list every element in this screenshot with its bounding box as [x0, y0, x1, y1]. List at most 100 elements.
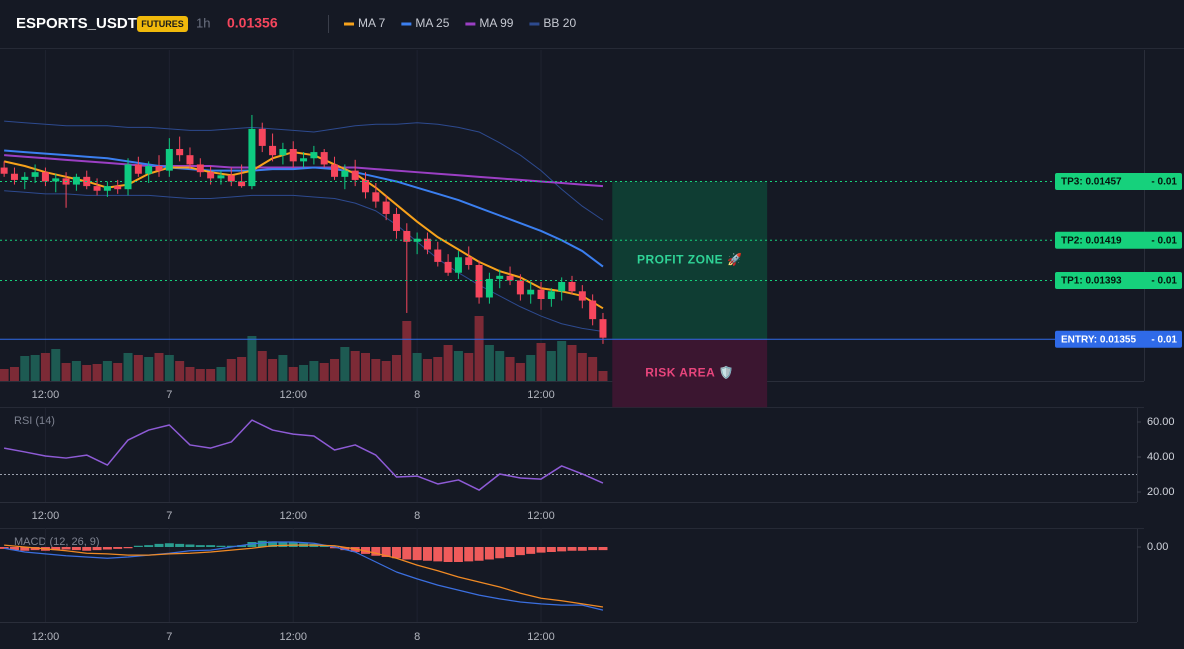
macd-bar [237, 545, 247, 547]
candle-body [72, 176, 80, 185]
candle-body [52, 178, 60, 182]
x-tick-label: 7 [166, 510, 172, 522]
candle-body [258, 128, 266, 146]
candle-body [506, 275, 514, 281]
candle-body [41, 172, 49, 182]
price-label-bg [1055, 271, 1182, 289]
candle-body [320, 152, 328, 165]
x-tick-label: 12:00 [32, 389, 60, 401]
macd-bar [505, 547, 515, 557]
candle-body [413, 238, 421, 242]
volume-bar [40, 353, 50, 381]
candle-body [537, 289, 545, 300]
candle-body [382, 201, 390, 214]
x-tick-label: 12:00 [32, 631, 60, 643]
x-tick-label: 12:00 [32, 510, 60, 522]
price-label: TP2: 0.01419 [1061, 235, 1122, 246]
x-tick-label: 12:00 [279, 389, 307, 401]
volume-bar [226, 359, 236, 381]
volume-bar [113, 363, 123, 381]
volume-bar [453, 351, 463, 381]
macd-bar [195, 545, 205, 547]
candle-body [155, 166, 163, 171]
candle-body [434, 249, 442, 262]
volume-bar [133, 355, 143, 381]
macd-bar [588, 547, 598, 551]
volume-bar [299, 365, 309, 381]
volume-bar [268, 359, 278, 381]
candle-body [578, 291, 586, 301]
volume-bar [464, 353, 474, 381]
candle-body [403, 230, 411, 242]
volume-bar [195, 369, 205, 381]
volume-bar [20, 356, 30, 381]
candle-body [351, 170, 359, 180]
candle-body [227, 175, 235, 182]
volume-bar [71, 361, 81, 381]
macd-bar [453, 547, 463, 562]
candle-body [289, 148, 297, 162]
candle-body [372, 192, 380, 202]
candle-body [589, 300, 597, 320]
candle-body [310, 152, 318, 159]
macd-bar [536, 547, 546, 553]
candle-body [238, 181, 246, 187]
candle-body [454, 257, 462, 273]
price-qty: - 0.01 [1151, 334, 1177, 345]
macd-bar [268, 541, 278, 547]
volume-bar [371, 359, 381, 381]
candle-body [124, 164, 132, 190]
symbol: ESPORTS_USDT [16, 15, 137, 32]
macd-bar [247, 542, 257, 547]
candle-body [0, 167, 8, 174]
candle-body [362, 179, 370, 193]
volume-bar [557, 341, 567, 381]
candle-body [134, 164, 142, 174]
legend-label: MA 7 [358, 16, 386, 30]
x-tick-label: 8 [414, 510, 420, 522]
x-tick-label: 12:00 [279, 631, 307, 643]
volume-bar [474, 316, 484, 381]
moving-average [4, 149, 604, 268]
candle-body [21, 176, 29, 180]
macd-bar [484, 547, 494, 560]
macd-bar [381, 547, 391, 557]
candle-body [516, 280, 524, 295]
macd-bar [226, 545, 236, 547]
interval: 1h [196, 15, 210, 30]
legend-label: MA 25 [415, 16, 449, 30]
candle-body [217, 175, 225, 179]
macd-bar [113, 547, 123, 549]
x-tick-label: 12:00 [527, 631, 555, 643]
volume-bar [206, 369, 216, 381]
candle-body [186, 155, 194, 165]
volume-bar [185, 367, 195, 381]
volume-bar [495, 351, 505, 381]
volume-bar [402, 321, 412, 381]
candle-body [31, 172, 39, 177]
macd-bar [567, 547, 577, 551]
volume-bar [330, 359, 340, 381]
candle-body [269, 145, 277, 156]
macd-bar [216, 545, 226, 547]
price-label: ENTRY: 0.01355 [1061, 334, 1136, 345]
macd-bar [340, 547, 350, 551]
macd-bar [257, 540, 267, 547]
price-label-bg [1055, 231, 1182, 249]
price-label: TP3: 0.01457 [1061, 177, 1122, 188]
candle-body [547, 291, 555, 300]
candle-body [485, 278, 493, 298]
macd-bar [577, 547, 587, 551]
last-price: 0.01356 [227, 15, 278, 31]
y-tick-label: 40.00 [1147, 451, 1175, 463]
volume-bar [361, 353, 371, 381]
macd-bar [278, 542, 288, 547]
zone-label: RISK AREA 🛡️ [645, 365, 734, 379]
y-tick-label: 20.00 [1147, 486, 1175, 498]
zone [612, 181, 768, 340]
macd-bar [557, 547, 567, 552]
volume-bar [515, 363, 525, 381]
candle-body [527, 289, 535, 295]
candle-body [558, 282, 566, 292]
